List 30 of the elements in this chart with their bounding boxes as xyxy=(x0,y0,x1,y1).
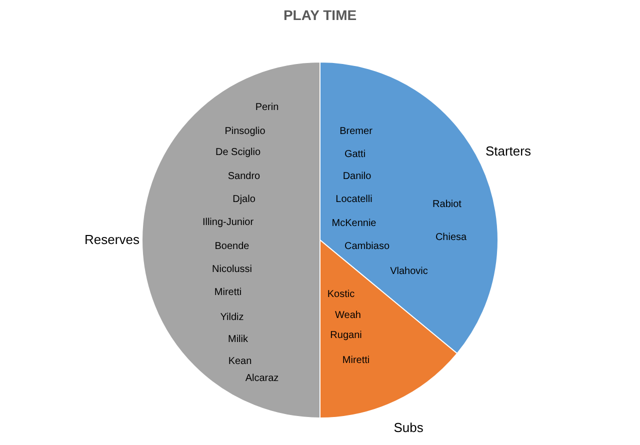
text: Boende xyxy=(214,241,250,252)
text: Miretti xyxy=(214,287,242,298)
text: Sandro xyxy=(228,171,261,182)
chart-title: PLAY TIME xyxy=(283,7,357,23)
text: Nicolussi xyxy=(212,264,252,275)
text: Kean xyxy=(228,356,252,367)
slice-label: Starters xyxy=(485,143,532,158)
text: Kostic xyxy=(327,289,355,300)
text: Chiesa xyxy=(435,232,467,243)
text: Illing-Junior xyxy=(202,217,254,228)
text: Vlahovic xyxy=(390,266,428,277)
text: Pinsoglio xyxy=(224,126,266,137)
text: Bremer xyxy=(340,126,374,137)
text: Djalo xyxy=(232,194,256,205)
text: Gatti xyxy=(344,149,366,160)
text: Locatelli xyxy=(336,194,372,205)
text: De Sciglio xyxy=(215,147,261,158)
text: Yildiz xyxy=(220,312,244,323)
text: Miretti xyxy=(342,355,370,366)
slice-label: Reserves xyxy=(84,232,140,247)
text: Weah xyxy=(335,310,361,321)
text: Rugani xyxy=(330,330,362,341)
text: Alcaraz xyxy=(245,373,279,384)
text: Milik xyxy=(228,334,249,345)
slice-label: Subs xyxy=(394,420,424,436)
text: Perin xyxy=(255,102,279,113)
text: Danilo xyxy=(342,171,372,182)
text: McKennie xyxy=(332,218,377,229)
text: Rabiot xyxy=(432,199,462,210)
text: Cambiaso xyxy=(344,241,390,252)
